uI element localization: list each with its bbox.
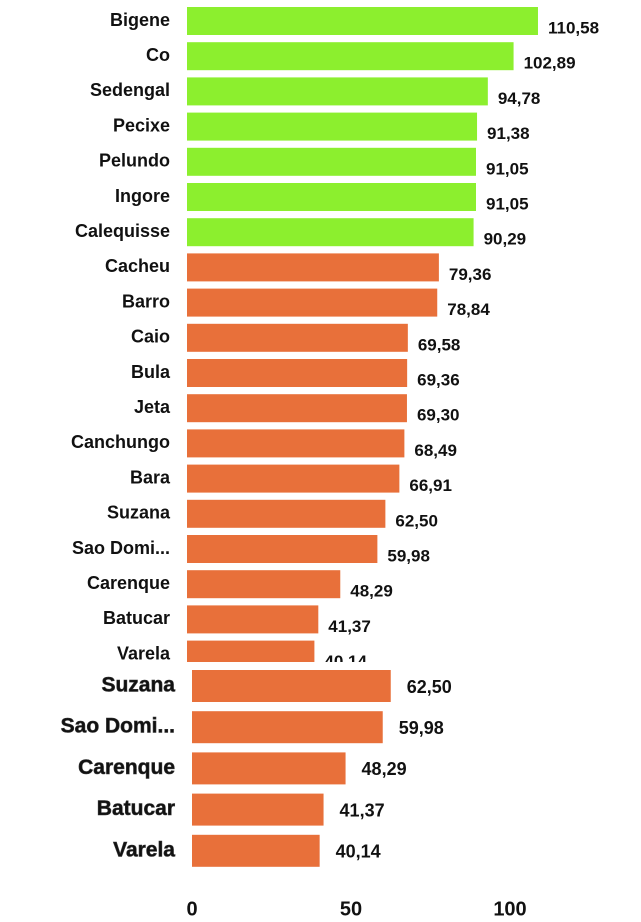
chart-top: Bigene 110,58 Co 102,89 Sedengal 94,78 Pecixe 9… bbox=[71, 7, 599, 662]
value-label: 90,29 bbox=[484, 230, 527, 249]
bar bbox=[187, 429, 405, 458]
bar bbox=[187, 605, 319, 634]
bar bbox=[187, 535, 378, 563]
x-tick-label: 100 bbox=[493, 898, 526, 920]
category-label: Ingore bbox=[115, 186, 170, 206]
value-label: 59,98 bbox=[399, 718, 444, 738]
category-label: Pecixe bbox=[113, 115, 170, 135]
bar bbox=[192, 834, 320, 867]
category-label: Sedengal bbox=[90, 80, 170, 100]
value-label: 48,29 bbox=[350, 582, 393, 601]
chart-bottom: Suzana 62,50 Sao Domi... 59,98 Carenque 48,29… bbox=[60, 670, 527, 920]
value-label: 91,05 bbox=[486, 194, 529, 213]
category-label: Bula bbox=[131, 362, 171, 382]
bar bbox=[187, 7, 538, 35]
bar bbox=[192, 752, 346, 785]
bar bbox=[187, 499, 386, 528]
category-label: Sao Domi... bbox=[61, 715, 175, 738]
bar bbox=[187, 359, 408, 387]
bar bbox=[187, 570, 341, 599]
bar bbox=[192, 793, 324, 826]
value-label: 48,29 bbox=[362, 759, 407, 779]
bar bbox=[192, 711, 383, 744]
category-label: Batucar bbox=[97, 797, 175, 820]
category-label: Calequisse bbox=[75, 221, 170, 241]
category-label: Co bbox=[146, 45, 170, 65]
value-label: 66,91 bbox=[409, 476, 452, 495]
value-label: 41,37 bbox=[328, 617, 371, 636]
value-label: 68,49 bbox=[414, 441, 457, 460]
value-label: 41,37 bbox=[340, 800, 385, 820]
category-label: Carenque bbox=[87, 573, 170, 593]
category-label: Jeta bbox=[134, 397, 171, 417]
category-label: Barro bbox=[122, 291, 170, 311]
value-label: 94,78 bbox=[498, 89, 541, 108]
bar bbox=[187, 218, 474, 247]
value-label: 59,98 bbox=[387, 546, 430, 565]
bar bbox=[192, 670, 391, 702]
bar bbox=[187, 77, 488, 106]
category-label: Pelundo bbox=[99, 151, 170, 171]
value-label: 102,89 bbox=[524, 54, 576, 73]
bar bbox=[187, 394, 407, 423]
bar bbox=[187, 112, 478, 141]
x-tick-label: 0 bbox=[186, 898, 197, 920]
category-label: Batucar bbox=[103, 608, 170, 628]
value-label: 110,58 bbox=[548, 18, 599, 37]
bar bbox=[187, 323, 408, 352]
bar bbox=[187, 640, 315, 662]
value-label: 91,05 bbox=[486, 159, 529, 178]
bar bbox=[187, 288, 438, 317]
value-label: 69,58 bbox=[418, 335, 461, 354]
value-label: 40,14 bbox=[336, 842, 381, 862]
bar bbox=[187, 42, 514, 71]
category-label: Caio bbox=[131, 327, 170, 347]
value-label: 62,50 bbox=[407, 677, 452, 697]
bar bbox=[187, 253, 439, 282]
value-label: 69,30 bbox=[417, 406, 460, 425]
category-label: Cacheu bbox=[105, 256, 170, 276]
value-label: 78,84 bbox=[447, 300, 490, 319]
value-label: 91,38 bbox=[487, 124, 530, 143]
category-label: Suzana bbox=[107, 503, 171, 523]
bar bbox=[187, 183, 476, 211]
bar bbox=[187, 464, 400, 493]
value-label: 40,14 bbox=[324, 652, 367, 662]
value-label: 62,50 bbox=[395, 511, 438, 530]
value-label: 69,36 bbox=[417, 370, 460, 389]
bar bbox=[187, 147, 476, 176]
category-label: Varela bbox=[117, 643, 171, 662]
x-tick-label: 50 bbox=[340, 898, 362, 920]
category-label: Carenque bbox=[78, 756, 175, 779]
category-label: Sao Domi... bbox=[72, 538, 170, 558]
category-label: Canchungo bbox=[71, 432, 170, 452]
value-label: 79,36 bbox=[449, 265, 492, 284]
category-label: Varela bbox=[113, 838, 175, 861]
category-label: Bigene bbox=[110, 10, 170, 30]
category-label: Bara bbox=[130, 467, 171, 487]
category-label: Suzana bbox=[101, 674, 175, 697]
